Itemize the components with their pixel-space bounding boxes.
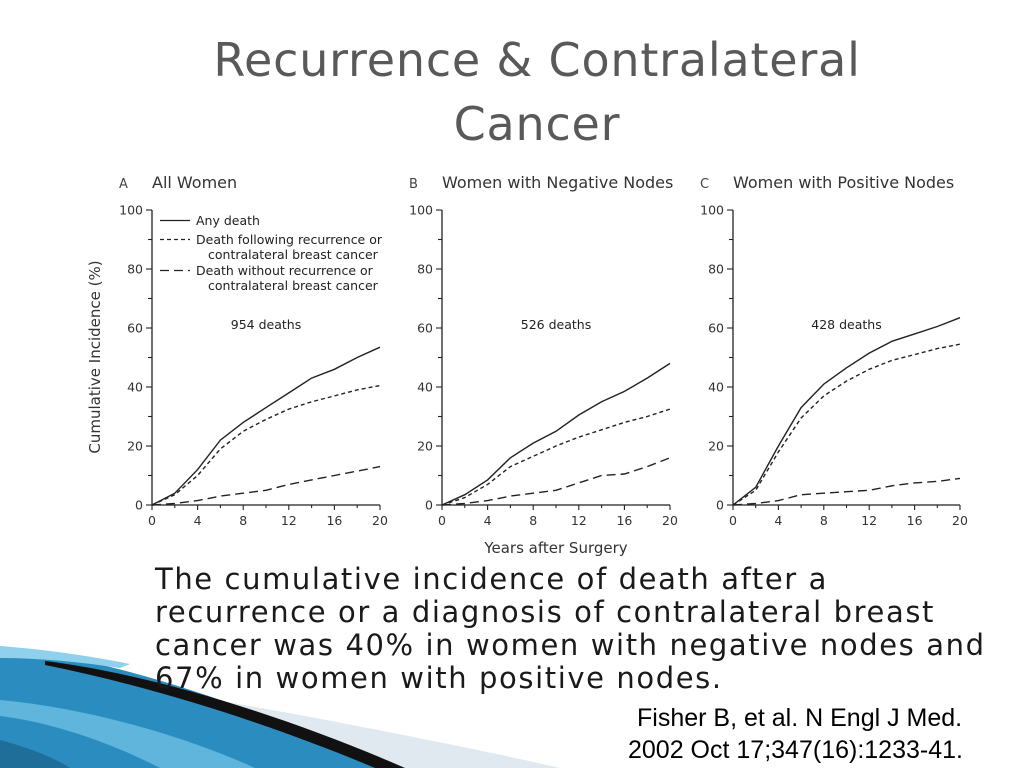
panel-a-y-tick-label: 80 — [127, 262, 143, 277]
panel-c-solid-series-line — [732, 317, 961, 506]
panel-a-x-tick-label: 0 — [148, 513, 156, 528]
panel-b-y-tick-label: 100 — [409, 203, 433, 218]
panel-a-letter: A — [119, 177, 128, 192]
chart-legend: Any death Death following recurrence or … — [160, 213, 408, 293]
panel-b-y-tick-label: 0 — [425, 498, 433, 513]
panel-b-x-tick-label: 16 — [616, 513, 632, 528]
panel-a-title: All Women — [152, 173, 237, 192]
panel-c-x-tick-label: 12 — [861, 513, 877, 528]
panel-c-long-dash-series-line — [732, 477, 961, 506]
panel-b-y-tick-label: 20 — [417, 439, 433, 454]
panel-a-long-dash-series-line — [151, 465, 381, 506]
body-line-1: The cumulative incidence of death after … — [155, 562, 829, 596]
panel-a-x-tick-label: 16 — [326, 513, 342, 528]
slide-body-text: The cumulative incidence of death after … — [155, 563, 986, 695]
panel-c-y-tick-label: 60 — [708, 321, 724, 336]
panel-b-deaths-annotation: 526 deaths — [521, 317, 591, 332]
slide-title: Recurrence & Contralateral Cancer — [50, 28, 1024, 156]
panel-a-y-tick-label: 100 — [119, 203, 143, 218]
panel-c-y-tick-label: 40 — [708, 380, 724, 395]
panel-a-y-tick-label: 0 — [135, 498, 143, 513]
body-line-3: cancer was 40% in women with negative no… — [155, 628, 986, 662]
panel-b-letter: B — [409, 177, 418, 192]
panel-a-y-tick-label: 40 — [127, 380, 143, 395]
panel-a-short-dash-series-line — [151, 384, 381, 506]
panel-b-short-dash-series-line — [441, 408, 671, 506]
x-axis-title: Years after Surgery — [483, 539, 627, 557]
legend-entry-any-death: Any death — [160, 213, 408, 228]
panel-b-long-dash-series-line — [441, 457, 671, 506]
panel-c-letter: C — [700, 177, 709, 192]
y-axis-title: Cumulative Incidence (%) — [86, 260, 104, 453]
panel-c-title: Women with Positive Nodes — [733, 173, 954, 192]
panel-c-x-tick-label: 4 — [774, 513, 782, 528]
panel-c-y-tick-label: 100 — [700, 203, 724, 218]
panel-a-x-tick-label: 20 — [372, 513, 388, 528]
panel-c: C Women with Positive Nodes 0 20 40 60 80 100 0 4… — [700, 173, 968, 528]
legend-label: Death without recurrence or contralatera… — [196, 263, 378, 293]
legend-label: Death following recurrence or contralate… — [196, 232, 383, 262]
panel-b-x-tick-label: 8 — [529, 513, 537, 528]
panel-c-x-tick-label: 8 — [820, 513, 828, 528]
panel-b-x-tick-label: 4 — [484, 513, 492, 528]
body-line-4: 67% in women with positive nodes. — [155, 661, 723, 695]
legend-entry-death-without-recurrence: Death without recurrence or contralatera… — [160, 263, 408, 293]
slide-title-line-1: Recurrence & Contralateral — [213, 33, 861, 87]
panel-a-x-tick-label: 8 — [239, 513, 247, 528]
panel-b-x-tick-label: 12 — [571, 513, 587, 528]
panel-b-x-tick-label: 20 — [662, 513, 678, 528]
panel-a-solid-series-line — [151, 346, 381, 506]
panel-b-y-tick-label: 60 — [417, 321, 433, 336]
slide-title-line-2: Cancer — [453, 97, 621, 151]
panel-a-y-tick-label: 60 — [127, 321, 143, 336]
legend-label: Any death — [196, 213, 260, 228]
panel-c-short-dash-series-line — [732, 343, 961, 506]
panel-b-y-tick-label: 80 — [417, 262, 433, 277]
citation-line-2: 2002 Oct 17;347(16):1233-41. — [628, 736, 963, 764]
panel-c-y-tick-label: 20 — [708, 439, 724, 454]
panel-c-x-tick-label: 0 — [729, 513, 737, 528]
panel-a: A All Women 0 20 40 60 80 100 0 4 8 12 16 20 954 death… — [86, 173, 388, 528]
panel-b: B Women with Negative Nodes 0 20 40 60 80 100 0 4… — [409, 173, 678, 557]
body-line-2: recurrence or a diagnosis of contralater… — [155, 595, 936, 629]
panel-c-y-tick-label: 80 — [708, 262, 724, 277]
panel-c-x-tick-label: 16 — [907, 513, 923, 528]
legend-short-dash-line-sample — [160, 238, 190, 241]
citation-line-1: Fisher B, et al. N Engl J Med. — [637, 704, 963, 732]
panel-b-y-tick-label: 40 — [417, 380, 433, 395]
panel-b-title: Women with Negative Nodes — [442, 173, 673, 192]
legend-entry-death-following-recurrence: Death following recurrence or contralate… — [160, 232, 408, 262]
panel-a-y-tick-label: 20 — [127, 439, 143, 454]
panel-b-solid-series-line — [441, 362, 671, 506]
panel-a-x-tick-label: 4 — [194, 513, 202, 528]
panel-c-y-tick-label: 0 — [716, 498, 724, 513]
panel-b-x-tick-label: 0 — [438, 513, 446, 528]
panel-a-deaths-annotation: 954 deaths — [231, 317, 301, 332]
legend-solid-line-sample — [160, 219, 190, 222]
panel-c-deaths-annotation: 428 deaths — [811, 317, 881, 332]
panel-a-x-tick-label: 12 — [281, 513, 297, 528]
legend-long-dash-line-sample — [160, 269, 190, 272]
panel-c-x-tick-label: 20 — [952, 513, 968, 528]
